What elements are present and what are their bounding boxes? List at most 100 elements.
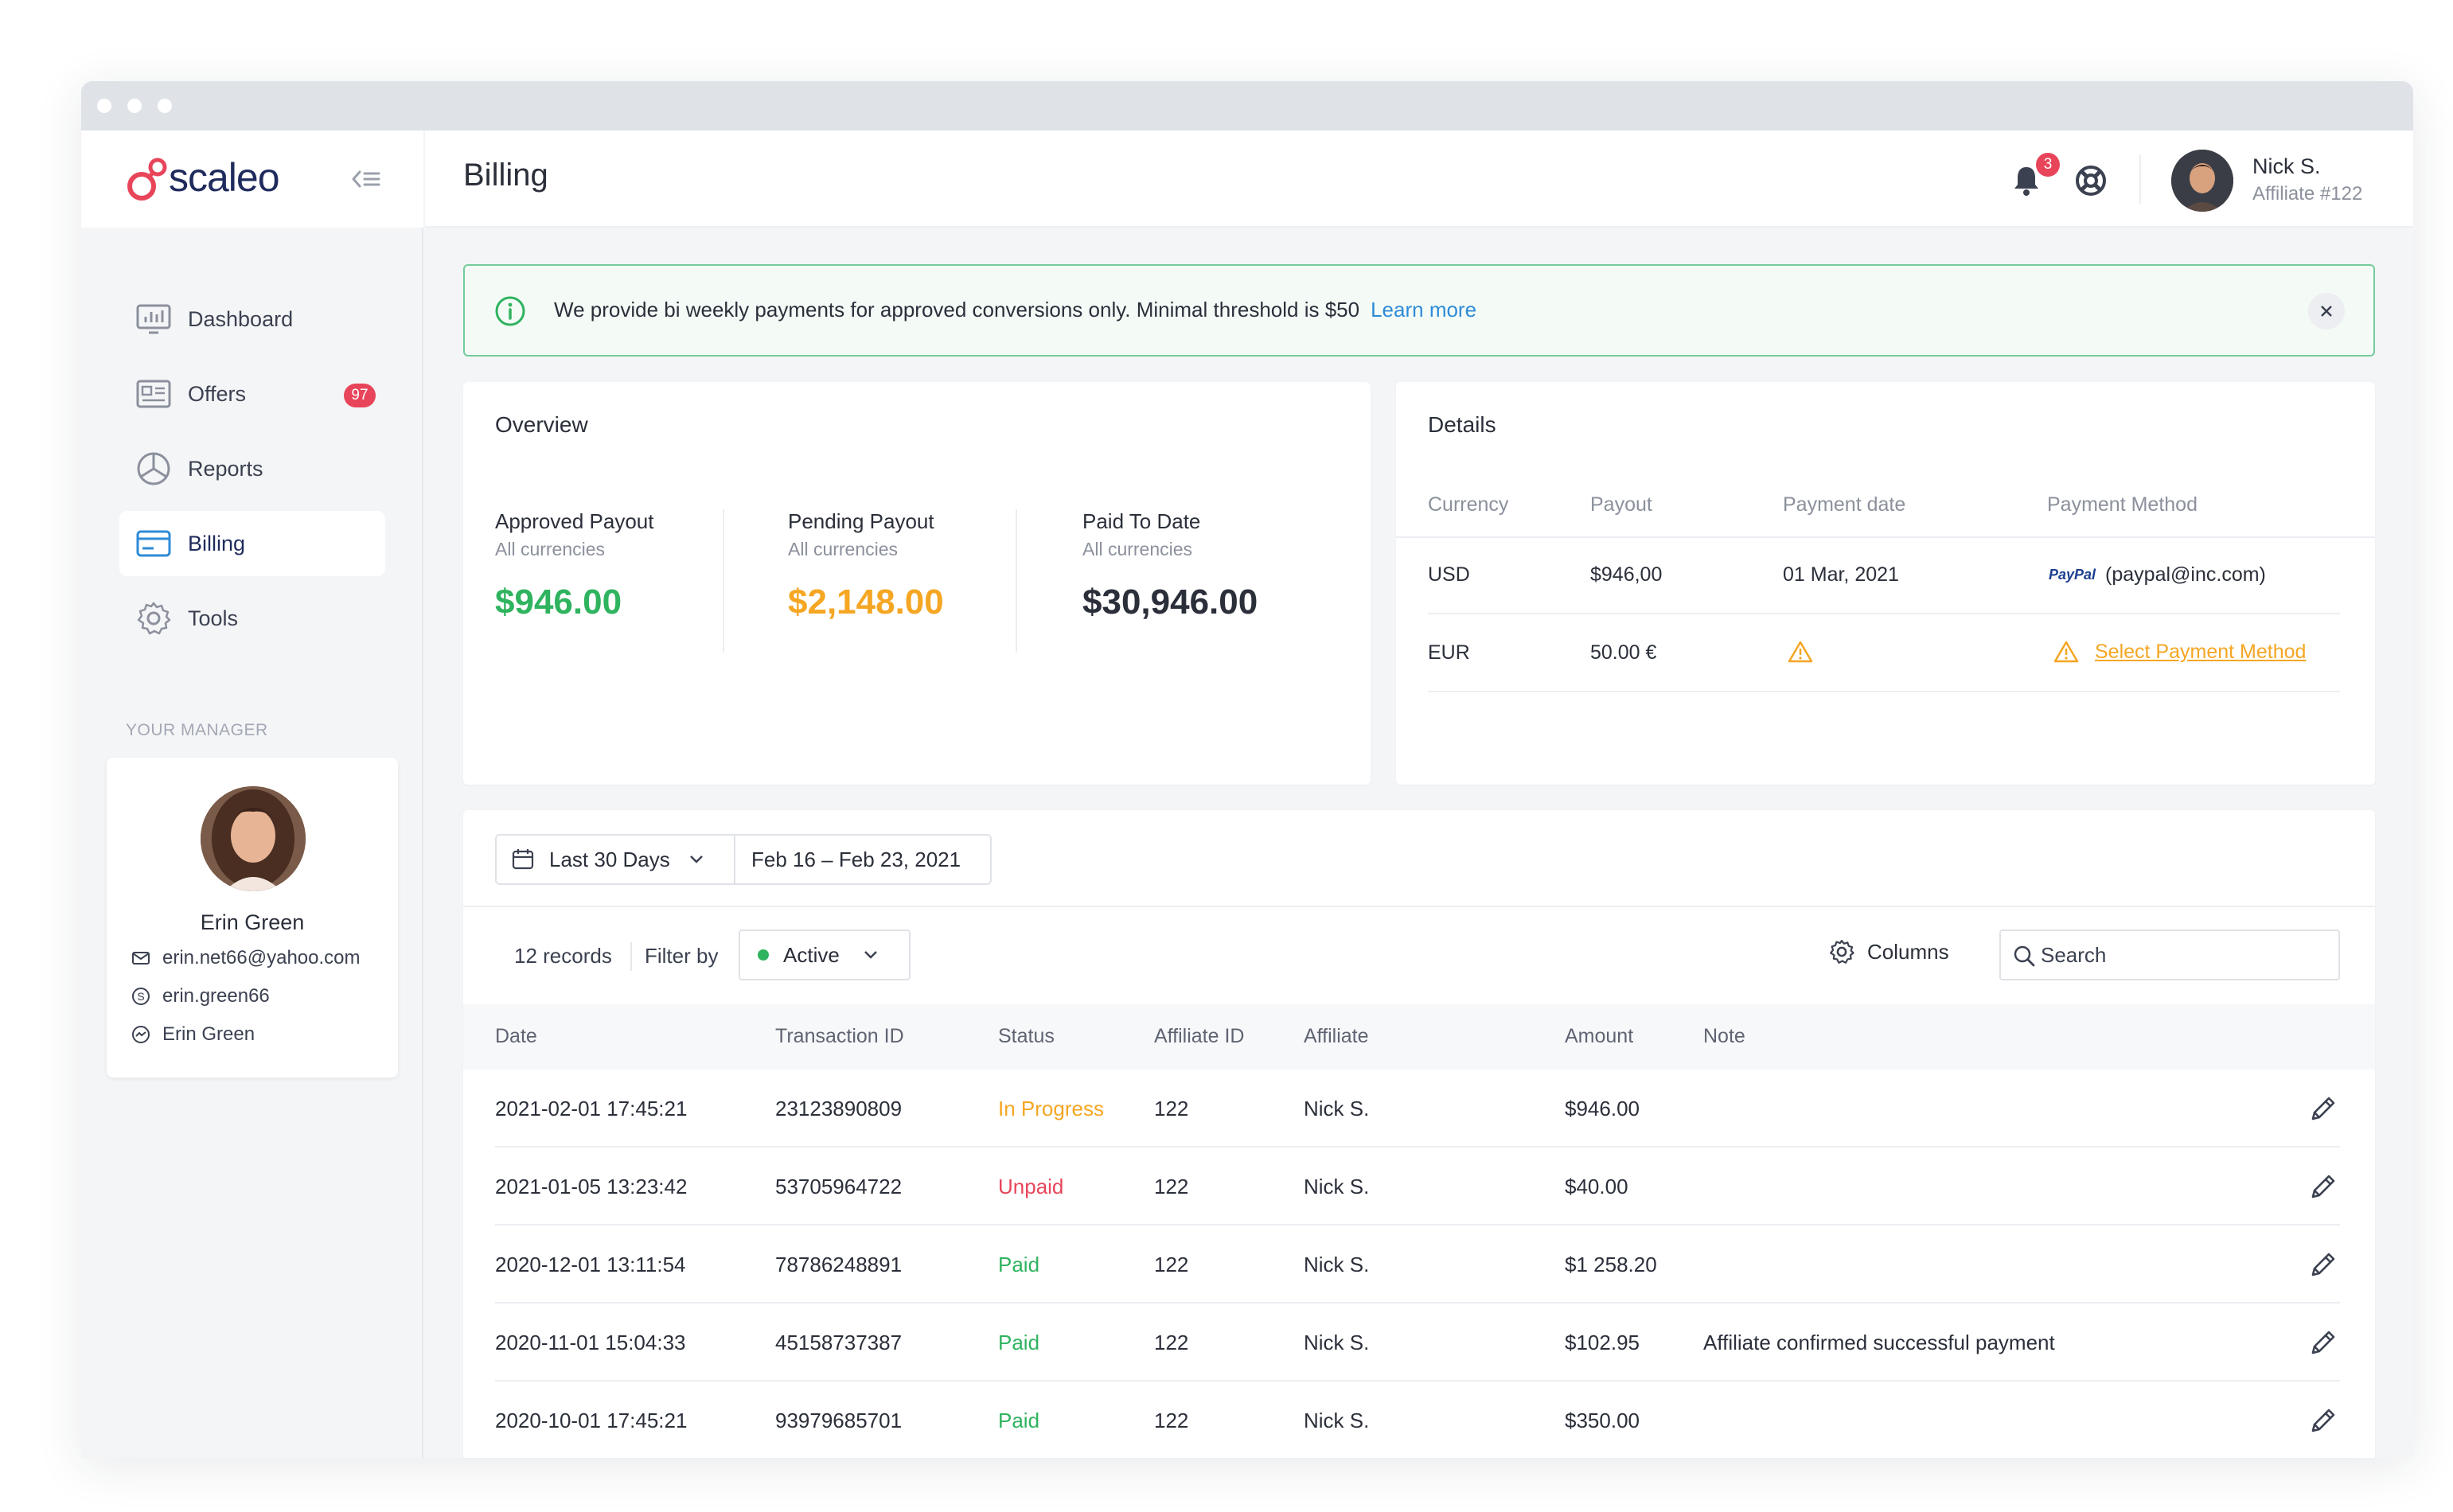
col-date[interactable]: Date [495,1025,537,1047]
details-col-payout: Payout [1590,493,1652,516]
cell-amount: $102.95 [1565,1331,1640,1354]
cell-date: 2020-10-01 17:45:21 [495,1409,688,1432]
manager-messenger-text: Erin Green [162,1023,255,1045]
status-filter-value: Active [783,942,840,967]
cell-affiliate: Nick S. [1304,1409,1370,1432]
mail-icon [131,948,151,968]
gear-icon [1830,940,1854,964]
brand-bar: scaleo [81,131,423,228]
date-range-label: Last 30 Days [549,847,670,871]
cell-transaction-id: 93979685701 [775,1409,903,1432]
date-range-select[interactable]: Last 30 Days [495,834,735,885]
columns-button[interactable]: Columns [1829,939,1949,964]
table-row[interactable]: 2020-12-01 13:11:54 78786248891 Paid 122 Nic… [463,1226,2375,1304]
sidebar-item-dashboard[interactable]: Dashboard [119,286,385,352]
user-avatar[interactable] [2171,150,2233,212]
cell-date: 2020-11-01 15:04:33 [495,1331,686,1354]
manager-messenger[interactable]: Erin Green [131,1023,255,1046]
sidebar-item-label: Billing [188,531,246,555]
approved-payout-value: $946.00 [495,583,622,622]
col-status[interactable]: Status [998,1025,1055,1047]
col-amount[interactable]: Amount [1565,1025,1634,1047]
edit-pencil-icon[interactable] [2308,1093,2338,1124]
billing-icon [135,525,172,562]
details-row-line [1428,613,2340,614]
details-row-payout: 50.00 € [1590,641,1657,664]
table-row[interactable]: 2020-10-01 17:45:21 93979685701 Paid 122 Nic… [463,1381,2375,1458]
details-col-currency: Currency [1428,493,1509,516]
paypal-email: (paypal@inc.com) [2105,563,2266,586]
cell-status: Paid [998,1409,1040,1432]
details-row-currency: USD [1428,563,1470,586]
alert-text: We provide bi weekly payments for approv… [554,298,1360,321]
edit-pencil-icon[interactable] [2308,1249,2338,1280]
table-header [463,1004,2375,1070]
cell-date: 2021-01-05 13:23:42 [495,1175,688,1198]
cell-status: Unpaid [998,1175,1064,1198]
overview-title: Overview [495,412,588,437]
cell-affiliate-id: 122 [1154,1097,1189,1120]
sidebar: scaleo Dashboard Offers 97 [81,131,423,1458]
warning-icon [1788,641,1813,663]
sidebar-item-reports[interactable]: Reports [119,436,385,501]
window-dot-close[interactable] [97,99,111,113]
table-row[interactable]: 2020-11-01 15:04:33 45158737387 Paid 122 Nic… [463,1304,2375,1381]
bell-icon[interactable] [2009,162,2044,197]
details-col-payment-method: Payment Method [2047,493,2198,516]
window-dot-minimize[interactable] [127,99,142,113]
close-alert-button[interactable] [2308,293,2345,329]
table-row[interactable]: 2021-02-01 17:45:21 23123890809 In Progres… [463,1070,2375,1148]
paypal-logo: PayPal [2049,567,2096,583]
overview-divider [723,509,724,653]
page-title: Billing [463,158,548,193]
manager-skype[interactable]: S erin.green66 [131,985,270,1007]
details-header-line [1396,536,2375,538]
manager-email[interactable]: erin.net66@yahoo.com [131,947,361,969]
date-range-value: Feb 16 – Feb 23, 2021 [751,847,961,871]
paid-to-date-sub: All currencies [1082,539,1193,559]
cell-transaction-id: 23123890809 [775,1097,903,1120]
gear-icon [135,600,172,637]
sidebar-item-tools[interactable]: Tools [119,586,385,651]
row-divider [495,1380,2340,1381]
paid-to-date-value: $30,946.00 [1082,583,1258,622]
cell-date: 2021-02-01 17:45:21 [495,1097,688,1120]
search-input[interactable] [2041,942,2311,968]
status-filter-select[interactable]: Active [739,929,911,980]
sidebar-item-label: Offers [188,381,247,406]
col-affiliate-id[interactable]: Affiliate ID [1154,1025,1245,1047]
help-lifebuoy-icon[interactable] [2074,164,2108,197]
learn-more-link[interactable]: Learn more [1371,298,1477,321]
app-window: scaleo Dashboard Offers 97 [81,81,2413,1458]
select-payment-method-link[interactable]: Select Payment Method [2053,640,2306,664]
cell-date: 2020-12-01 13:11:54 [495,1253,686,1276]
cell-amount: $946.00 [1565,1097,1640,1120]
cell-transaction-id: 53705964722 [775,1175,903,1198]
alert-message: We provide bi weekly payments for approv… [554,298,1476,322]
sidebar-item-offers[interactable]: Offers 97 [119,361,385,427]
collapse-sidebar-icon[interactable] [349,162,382,196]
user-name[interactable]: Nick S. [2252,154,2321,178]
skype-icon: S [131,986,151,1007]
sidebar-item-billing[interactable]: Billing [119,511,385,576]
paid-to-date-label: Paid To Date [1082,509,1201,533]
manager-card: Erin Green erin.net66@yahoo.com S erin.g… [107,758,398,1077]
col-transaction-id[interactable]: Transaction ID [775,1025,904,1047]
date-range-display[interactable]: Feb 16 – Feb 23, 2021 [734,834,992,885]
edit-pencil-icon[interactable] [2308,1327,2338,1358]
details-col-payment-date: Payment date [1783,493,1906,516]
row-divider [495,1224,2340,1226]
edit-pencil-icon[interactable] [2308,1171,2338,1202]
col-affiliate[interactable]: Affiliate [1304,1025,1369,1047]
edit-pencil-icon[interactable] [2308,1405,2338,1436]
col-note[interactable]: Note [1703,1025,1745,1047]
table-row[interactable]: 2021-01-05 13:23:42 53705964722 Unpaid 122 N… [463,1148,2375,1226]
reports-icon [135,450,172,487]
records-count: 12 records [514,944,612,968]
chevron-down-icon [864,951,877,959]
manager-skype-text: erin.green66 [162,985,270,1007]
warning-icon [2053,641,2079,663]
sidebar-nav: Dashboard Offers 97 Reports Billing [119,286,385,661]
window-dot-maximize[interactable] [158,99,172,113]
paid-to-date: Paid To Date All currencies $30,946.00 [1082,509,1258,622]
